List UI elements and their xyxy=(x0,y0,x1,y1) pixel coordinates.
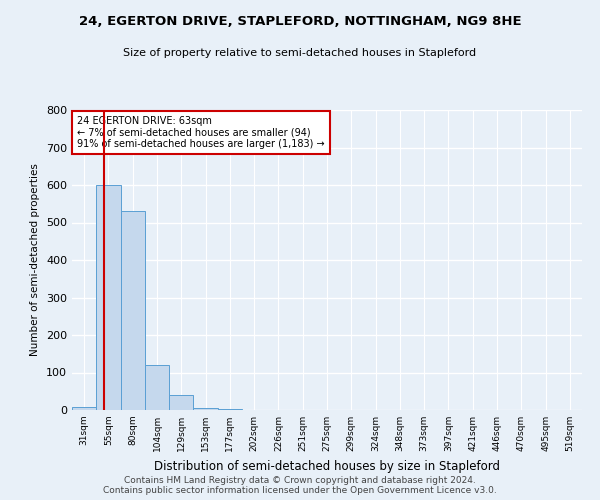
Bar xyxy=(72,408,96,410)
Bar xyxy=(218,409,242,410)
X-axis label: Distribution of semi-detached houses by size in Stapleford: Distribution of semi-detached houses by … xyxy=(154,460,500,472)
Bar xyxy=(121,211,145,410)
Bar xyxy=(169,395,193,410)
Text: Size of property relative to semi-detached houses in Stapleford: Size of property relative to semi-detach… xyxy=(124,48,476,58)
Text: Contains HM Land Registry data © Crown copyright and database right 2024.
Contai: Contains HM Land Registry data © Crown c… xyxy=(103,476,497,495)
Text: 24 EGERTON DRIVE: 63sqm
← 7% of semi-detached houses are smaller (94)
91% of sem: 24 EGERTON DRIVE: 63sqm ← 7% of semi-det… xyxy=(77,116,325,149)
Bar xyxy=(96,185,121,410)
Bar xyxy=(193,408,218,410)
Text: 24, EGERTON DRIVE, STAPLEFORD, NOTTINGHAM, NG9 8HE: 24, EGERTON DRIVE, STAPLEFORD, NOTTINGHA… xyxy=(79,15,521,28)
Y-axis label: Number of semi-detached properties: Number of semi-detached properties xyxy=(31,164,40,356)
Bar xyxy=(145,365,169,410)
